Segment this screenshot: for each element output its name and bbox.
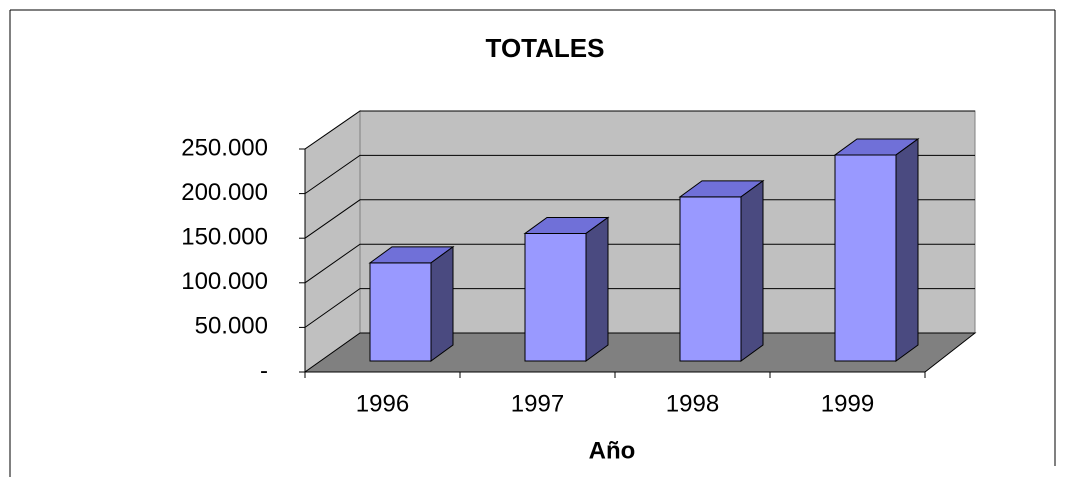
bar-front	[524, 232, 587, 362]
bar-front	[834, 154, 897, 362]
y-tick-label: 150.000	[181, 224, 268, 251]
bar-side	[430, 245, 454, 362]
x-tick-label: 1998	[666, 390, 719, 417]
grid-line	[304, 288, 975, 328]
y-tick-label: 100.000	[181, 268, 268, 295]
y-tick-label: 250.000	[181, 134, 268, 161]
bar-side	[895, 137, 919, 362]
side-wall	[304, 110, 361, 373]
bar-front	[369, 262, 432, 362]
x-tick-label: 1999	[821, 390, 874, 417]
y-tick-label: 200.000	[181, 179, 268, 206]
bar-side	[740, 179, 764, 362]
bar-side	[585, 216, 609, 362]
chart-title: TOTALES	[486, 33, 605, 63]
grid-line	[304, 243, 975, 284]
x-tick-label: 1997	[511, 390, 564, 417]
bar-front	[679, 196, 742, 362]
x-tick-label: 1996	[356, 390, 409, 417]
grid-line	[304, 154, 975, 195]
y-tick-label: -	[260, 357, 268, 384]
bar	[833, 137, 920, 362]
bar	[678, 179, 765, 362]
grid-line	[304, 110, 975, 150]
x-axis-title: Año	[589, 437, 636, 464]
floor	[303, 332, 977, 373]
y-tick-label: 50.000	[195, 313, 268, 340]
bar	[368, 245, 455, 362]
bar	[523, 216, 610, 362]
grid-line	[304, 199, 975, 239]
